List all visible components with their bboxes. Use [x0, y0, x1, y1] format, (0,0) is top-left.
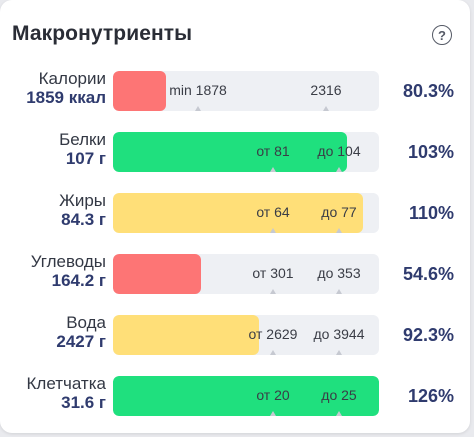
range-marker-label: 2316 [310, 82, 342, 98]
nutrient-amount: 84.3 г [61, 210, 106, 229]
nutrient-label: Углеводы 164.2 г [0, 252, 106, 290]
nutrient-percent: 54.6% [402, 264, 454, 284]
nutrient-row-protein: Белки 107 г от 81 до 104 103% [0, 130, 470, 174]
nutrient-label: Вода 2427 г [0, 313, 106, 351]
range-marker-label: до 104 [317, 143, 361, 159]
range-marker-tick [270, 228, 276, 233]
nutrient-label: Жиры 84.3 г [0, 191, 106, 229]
card-title: Макронутриенты [12, 22, 193, 45]
nutrient-percent: 92.3% [402, 325, 454, 345]
range-marker-label: до 353 [317, 265, 361, 281]
nutrient-percent: 126% [407, 386, 454, 406]
nutrient-name: Жиры [59, 191, 106, 210]
range-marker-tick [270, 167, 276, 172]
range-marker-label: до 3944 [313, 326, 365, 342]
nutrient-percent: 103% [407, 142, 454, 162]
question-circle-icon[interactable]: ? [432, 25, 452, 45]
nutrient-row-fat: Жиры 84.3 г от 64 до 77 110% [0, 191, 470, 235]
nutrient-row-fiber: Клетчатка 31.6 г от 20 до 25 126% [0, 374, 470, 418]
nutrient-percent: 80.3% [402, 81, 454, 101]
nutrient-name: Белки [59, 130, 106, 149]
nutrient-label: Калории 1859 ккал [0, 69, 106, 107]
range-marker-tick [195, 106, 201, 111]
range-marker-label: от 81 [256, 143, 290, 159]
range-marker-tick [270, 289, 276, 294]
range-marker-label: min 1878 [169, 82, 227, 98]
range-marker-label: от 2629 [248, 326, 298, 342]
nutrient-row-carbs: Углеводы 164.2 г от 301 до 353 54.6% [0, 252, 470, 296]
range-marker-tick [336, 167, 342, 172]
nutrient-label: Клетчатка 31.6 г [0, 374, 107, 412]
nutrient-amount: 2427 г [56, 332, 106, 351]
nutrient-amount: 164.2 г [51, 271, 106, 290]
range-marker-label: от 301 [252, 265, 294, 281]
range-marker-tick [336, 289, 342, 294]
nutrient-label: Белки 107 г [0, 130, 106, 168]
range-marker-label: до 25 [321, 387, 357, 403]
range-marker-label: от 20 [256, 387, 290, 403]
progress-fill [113, 315, 259, 355]
nutrient-row-water: Вода 2427 г от 2629 до 3944 92.3% [0, 313, 470, 357]
nutrient-amount: 31.6 г [61, 393, 106, 412]
range-marker-tick [336, 350, 342, 355]
progress-track: от 301 до 353 [113, 254, 379, 294]
nutrient-percent: 110% [408, 203, 454, 223]
nutrient-name: Калории [38, 69, 106, 88]
progress-fill [113, 376, 379, 416]
nutrient-row-calories: Калории 1859 ккал min 1878 2316 80.3% [0, 69, 470, 113]
range-marker-tick [336, 228, 342, 233]
range-marker-label: от 64 [256, 204, 290, 220]
nutrient-amount: 1859 ккал [26, 88, 106, 107]
progress-fill [113, 71, 166, 111]
nutrient-amount: 107 г [65, 149, 106, 168]
progress-track: min 1878 2316 [113, 71, 379, 111]
progress-track: от 20 до 25 [113, 376, 379, 416]
range-marker-tick [323, 106, 329, 111]
progress-track: от 81 до 104 [113, 132, 379, 172]
progress-fill [113, 132, 347, 172]
progress-fill [113, 254, 201, 294]
range-marker-tick [270, 350, 276, 355]
progress-track: от 2629 до 3944 [113, 315, 379, 355]
range-marker-label: до 77 [321, 204, 357, 220]
nutrient-name: Клетчатка [26, 374, 107, 393]
range-marker-tick [336, 411, 342, 416]
nutrient-name: Углеводы [30, 252, 106, 271]
nutrient-name: Вода [66, 313, 106, 332]
progress-track: от 64 до 77 [113, 193, 379, 233]
range-marker-tick [270, 411, 276, 416]
progress-fill [113, 193, 363, 233]
